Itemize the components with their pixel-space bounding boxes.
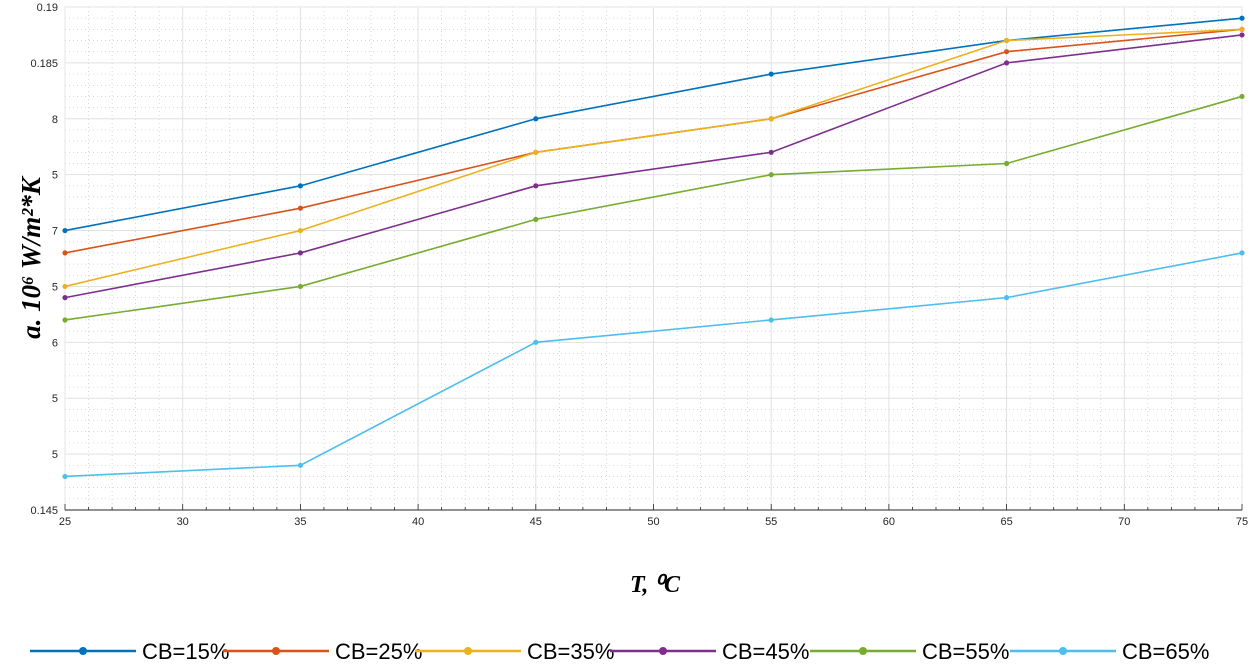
y-tick-label: 5 — [52, 281, 58, 293]
legend-marker — [1059, 647, 1067, 655]
data-point — [62, 295, 68, 301]
x-tick-label: 45 — [530, 516, 542, 528]
y-tick-label: 7 — [52, 226, 58, 238]
data-point — [1004, 37, 1010, 44]
x-tick-label: 50 — [647, 516, 659, 528]
legend-marker — [464, 647, 472, 655]
data-point — [1239, 93, 1245, 100]
data-point — [768, 116, 774, 122]
data-point — [297, 227, 303, 234]
legend: CB=15% CB=25% CB=35% CB=45% CB=55% CB=65% — [30, 639, 1209, 664]
data-point — [62, 317, 68, 323]
data-point — [533, 339, 539, 345]
legend-label: CB=55% — [922, 639, 1009, 664]
series-line — [64, 252, 1243, 478]
series-layer — [62, 15, 1245, 480]
y-tick-label: 5 — [52, 170, 58, 182]
legend-marker — [79, 647, 87, 655]
data-point — [768, 317, 774, 323]
data-point — [533, 116, 539, 122]
data-point — [1239, 26, 1245, 32]
x-tick-label: 55 — [765, 516, 777, 528]
legend-marker — [859, 647, 867, 655]
series-line — [64, 17, 1243, 232]
data-point — [297, 283, 303, 290]
series-line — [64, 34, 1243, 299]
legend-marker — [272, 647, 280, 655]
legend-label: CB=35% — [527, 639, 614, 664]
data-point — [768, 71, 774, 77]
y-tick-label: 5 — [52, 393, 58, 405]
legend-label: CB=15% — [142, 639, 229, 664]
data-point — [62, 283, 68, 290]
data-point — [62, 250, 68, 256]
y-axis-title: a. 10⁶ W/m²*K — [16, 175, 46, 339]
data-point — [1004, 60, 1010, 66]
data-point — [62, 227, 68, 234]
x-tick-label: 40 — [412, 516, 424, 528]
series-line — [64, 28, 1243, 288]
data-point — [1004, 295, 1010, 301]
data-point — [297, 205, 303, 211]
x-tick-label: 30 — [177, 516, 189, 528]
data-point — [62, 473, 68, 480]
data-point — [768, 149, 774, 155]
x-tick-label: 60 — [883, 516, 895, 528]
data-point — [533, 149, 539, 155]
data-point — [533, 216, 539, 222]
data-point — [297, 250, 303, 256]
x-tick-label: 70 — [1118, 516, 1130, 528]
legend-label: CB=45% — [722, 639, 809, 664]
x-axis: 25 30 35 40 45 50 55 60 65 70 75 — [59, 504, 1248, 528]
data-point — [1239, 250, 1245, 256]
y-tick-label: 0.19 — [37, 2, 58, 14]
y-tick-label: 6 — [52, 337, 58, 349]
y-tick-label: 0.185 — [30, 58, 58, 70]
y-tick-label: 8 — [52, 114, 58, 126]
x-tick-label: 35 — [294, 516, 306, 528]
y-tick-label: 5 — [52, 449, 58, 461]
legend-label: CB=65% — [1122, 639, 1209, 664]
data-point — [1239, 32, 1245, 38]
x-tick-label: 75 — [1236, 516, 1248, 528]
y-axis: 0.145 5 5 6 5 7 5 8 0.185 0.19 — [30, 2, 58, 517]
data-point — [297, 183, 303, 189]
legend-marker — [659, 647, 667, 655]
series-line — [64, 95, 1243, 321]
y-tick-label: 0.145 — [30, 505, 58, 517]
x-axis-title: T, ⁰C — [630, 572, 681, 598]
x-tick-label: 25 — [59, 516, 71, 528]
x-tick-label: 65 — [1000, 516, 1012, 528]
data-point — [297, 462, 303, 468]
data-point — [1239, 15, 1245, 21]
data-point — [768, 172, 774, 178]
legend-label: CB=25% — [335, 639, 422, 664]
data-point — [533, 183, 539, 189]
data-point — [1004, 160, 1010, 167]
data-point — [1004, 49, 1010, 55]
